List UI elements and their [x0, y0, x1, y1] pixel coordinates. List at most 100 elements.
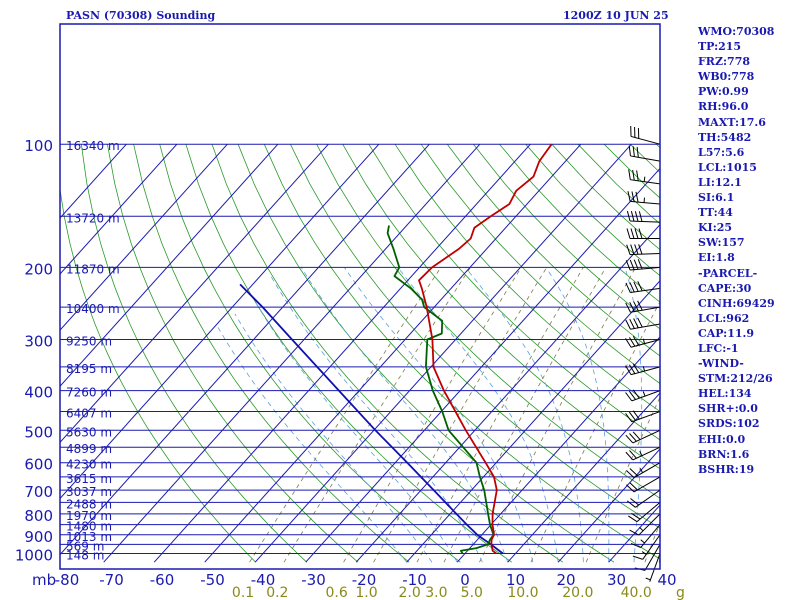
wind-barb-flag	[625, 451, 634, 461]
wind-barb-flag	[637, 259, 643, 270]
moist-adiabat-line	[397, 267, 559, 563]
wind-barb-flag	[625, 302, 631, 313]
moist-adiabat-line	[300, 267, 509, 563]
height-label: 16340 m	[66, 139, 120, 153]
pressure-tick-label: 400	[24, 384, 53, 402]
wind-barb-flag	[633, 301, 639, 312]
wind-barb-shaft	[632, 429, 661, 444]
wind-barb-flag	[629, 468, 638, 477]
wind-barb-flag	[636, 170, 639, 181]
index-item: CAPE:30	[698, 281, 752, 295]
background-lines	[60, 143, 660, 563]
index-item: TH:5482	[698, 130, 752, 144]
wind-barb-shaft	[630, 366, 661, 376]
index-item: LCL:962	[698, 311, 750, 325]
index-item: TP:215	[698, 40, 742, 54]
wind-barb-flag	[626, 228, 631, 239]
index-item: KI:25	[698, 221, 733, 235]
wind-barb-flag	[634, 211, 639, 222]
pressure-tick-label: 700	[24, 483, 53, 501]
wind-barb	[629, 513, 661, 536]
mixing-ratio-line	[443, 267, 607, 563]
plot-border	[59, 23, 661, 570]
wind-barb-flag	[632, 555, 643, 560]
temperature-tick-label: 10	[506, 571, 525, 589]
wind-barb-shaft	[630, 266, 661, 271]
wind-barb-flag	[628, 411, 636, 421]
wind-barb	[625, 281, 661, 294]
temperature-tick-label: -30	[301, 571, 326, 589]
wind-barb-flag	[626, 244, 631, 255]
wind-barb-flag	[630, 543, 641, 549]
moist-adiabat-line	[217, 326, 408, 563]
wind-barb-shaft	[633, 476, 661, 493]
index-item: SW:157	[698, 236, 745, 250]
wind-barb-shaft	[638, 513, 661, 536]
wind-barb-flag	[633, 318, 639, 329]
wind-barb-flag	[638, 211, 643, 222]
height-label: 11870 m	[66, 262, 120, 276]
mixing-ratio-line	[373, 267, 548, 563]
index-item: BSHR:19	[698, 462, 755, 476]
wind-barb	[625, 336, 661, 348]
profile-lines	[239, 143, 553, 555]
wind-barb-flag	[633, 281, 639, 292]
index-item: PW:0.99	[698, 85, 749, 99]
index-item: FRZ:778	[698, 55, 751, 69]
pressure-tick-label: 100	[24, 137, 53, 155]
wind-barb-shaft	[649, 553, 661, 582]
wind-barb	[634, 544, 661, 571]
wind-barb-flag	[637, 317, 643, 328]
isotherm-line	[60, 143, 228, 331]
wind-barb-flag	[634, 244, 639, 255]
index-item: LFC:-1	[698, 341, 739, 355]
wind-barb-flag	[637, 281, 643, 292]
index-item: -WIND-	[698, 357, 744, 371]
wind-barb-half-flag	[642, 338, 646, 344]
wind-barb-flag	[625, 434, 634, 444]
wind-barb	[627, 191, 661, 205]
chart-title: PASN (70308) Sounding	[66, 9, 216, 22]
wind-barb-flag	[631, 191, 635, 202]
wind-barb-flag	[634, 228, 639, 239]
wind-barb-shaft	[636, 501, 661, 523]
dry-adiabat-line	[446, 143, 660, 357]
wind-barb-flag	[628, 515, 638, 523]
index-item: MAXT:17.6	[698, 115, 766, 129]
wind-barb-shaft	[633, 462, 661, 479]
index-item: SHR+:0.0	[698, 402, 758, 416]
wind-barb-shaft	[630, 155, 661, 162]
height-label: 13720 m	[66, 211, 120, 225]
temperature-tick-label: -70	[99, 571, 124, 589]
wind-barb-half-flag	[639, 526, 644, 532]
dry-adiabat-line	[473, 143, 660, 330]
moist-adiabat-line	[270, 275, 483, 563]
mixing-ratio-tick-label: 1.0	[355, 585, 377, 600]
wind-barb-shaft	[630, 200, 661, 205]
wind-barb-flag	[638, 228, 643, 239]
temperature-tick-label: -50	[200, 571, 225, 589]
wind-barb-flag	[633, 259, 639, 270]
index-item: SI:6.1	[698, 191, 735, 205]
wind-barb-flag	[637, 300, 643, 311]
parcel-line	[239, 283, 504, 555]
wind-barb-half-flag	[642, 366, 646, 372]
mixing-ratio-tick-label: 2.0	[399, 585, 421, 600]
mixing-ratio-tick-label: 0.2	[266, 585, 288, 600]
dewpoint-line	[386, 225, 495, 554]
dry-adiabat-line	[60, 187, 256, 563]
isotherm-line	[60, 143, 279, 388]
wind-barb	[626, 462, 661, 479]
index-item: EI:1.8	[698, 251, 735, 265]
height-label: 148 m	[66, 549, 104, 563]
height-label: 10400 m	[66, 302, 120, 316]
moist-adiabat-line	[624, 267, 643, 563]
height-label: 6407 m	[66, 407, 112, 421]
wind-barb-shaft	[630, 323, 661, 330]
wind-barb-flag	[630, 210, 635, 222]
wind-barb-shaft	[630, 220, 661, 223]
wind-barb-shaft	[630, 339, 661, 348]
dry-adiabat-line	[420, 143, 660, 384]
pressure-tick-label: 600	[24, 456, 53, 474]
wind-barb-shaft	[630, 179, 661, 185]
